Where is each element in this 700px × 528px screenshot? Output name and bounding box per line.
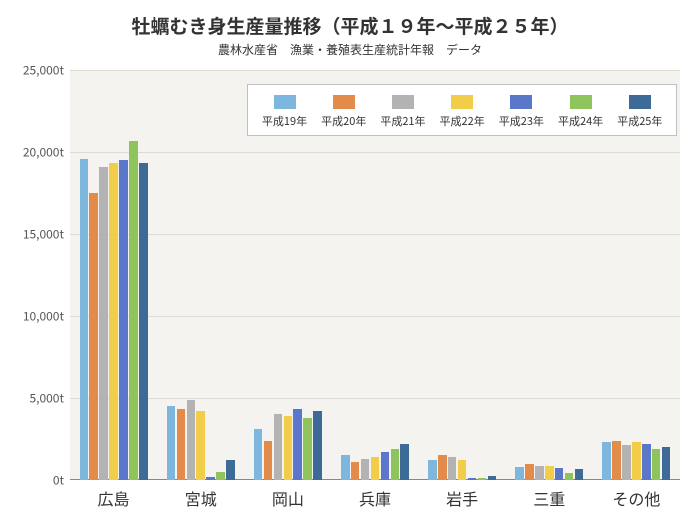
bar [284, 416, 293, 480]
bar [351, 462, 360, 480]
bar [545, 466, 554, 480]
legend-item: 平成21年 [380, 95, 425, 129]
x-tick-label: その他 [612, 480, 660, 510]
x-tick-label: 兵庫 [359, 480, 391, 510]
x-tick-label: 岡山 [272, 480, 304, 510]
bar [293, 409, 302, 480]
legend-swatch [333, 95, 355, 109]
bar-group [167, 70, 235, 480]
bar [89, 193, 98, 480]
legend-item: 平成23年 [499, 95, 544, 129]
legend-label: 平成25年 [617, 113, 662, 129]
legend-swatch [570, 95, 592, 109]
bar [652, 449, 661, 480]
bar [177, 409, 186, 480]
bar [428, 460, 437, 480]
bar [381, 452, 390, 480]
chart-container: 牡蠣むき身生産量推移（平成１９年～平成２５年） 農林水産省 漁業・養殖表生産統計… [0, 0, 700, 528]
legend-label: 平成19年 [262, 113, 307, 129]
bar [535, 466, 544, 480]
bar [458, 460, 467, 480]
bar [478, 478, 487, 480]
legend-swatch [510, 95, 532, 109]
bar [109, 163, 118, 480]
bar [226, 460, 235, 481]
legend-item: 平成22年 [440, 95, 485, 129]
y-tick-label: 0t [53, 472, 70, 489]
bar [216, 472, 225, 480]
bar [254, 429, 263, 480]
legend-swatch [392, 95, 414, 109]
bar [525, 464, 534, 480]
bar [438, 455, 447, 480]
bar [371, 457, 380, 480]
bar [361, 459, 370, 480]
bar [662, 447, 671, 480]
bar [341, 455, 350, 480]
bar [119, 160, 128, 480]
bar [99, 167, 108, 480]
chart-subtitle: 農林水産省 漁業・養殖表生産統計年報 データ [0, 39, 700, 58]
bar [612, 441, 621, 480]
bar [488, 476, 497, 480]
bar [313, 411, 322, 480]
bar-group [80, 70, 148, 480]
bar [575, 469, 584, 480]
legend-swatch [629, 95, 651, 109]
legend-item: 平成19年 [262, 95, 307, 129]
y-tick-label: 20,000t [23, 144, 70, 161]
legend-swatch [451, 95, 473, 109]
bar [196, 411, 205, 480]
y-tick-label: 5,000t [29, 390, 70, 407]
bar [602, 442, 611, 480]
y-tick-label: 25,000t [23, 62, 70, 79]
legend: 平成19年平成20年平成21年平成22年平成23年平成24年平成25年 [247, 84, 678, 136]
y-tick-label: 10,000t [23, 308, 70, 325]
legend-item: 平成25年 [617, 95, 662, 129]
chart-title: 牡蠣むき身生産量推移（平成１９年～平成２５年） [0, 0, 700, 39]
bar [187, 400, 196, 480]
bar [565, 473, 574, 480]
bar [632, 442, 641, 480]
x-tick-label: 岩手 [446, 480, 478, 510]
legend-label: 平成24年 [558, 113, 603, 129]
legend-label: 平成21年 [380, 113, 425, 129]
legend-item: 平成24年 [558, 95, 603, 129]
bar [448, 457, 457, 480]
bar [400, 444, 409, 480]
bar [642, 444, 651, 480]
plot-area: 0t5,000t10,000t15,000t20,000t25,000t広島宮城… [70, 70, 680, 480]
legend-label: 平成22年 [440, 113, 485, 129]
legend-swatch [274, 95, 296, 109]
bar [80, 159, 89, 480]
bar [129, 141, 138, 480]
bar [515, 467, 524, 480]
bar [391, 449, 400, 480]
x-tick-label: 三重 [533, 480, 565, 510]
x-tick-label: 宮城 [185, 480, 217, 510]
y-tick-label: 15,000t [23, 226, 70, 243]
legend-label: 平成23年 [499, 113, 544, 129]
bar [139, 163, 148, 480]
x-tick-label: 広島 [98, 480, 130, 510]
bar [555, 468, 564, 480]
bar [167, 406, 176, 480]
bar [264, 441, 273, 480]
bar [622, 445, 631, 480]
bar [274, 414, 283, 480]
bar [303, 418, 312, 480]
legend-label: 平成20年 [321, 113, 366, 129]
legend-item: 平成20年 [321, 95, 366, 129]
